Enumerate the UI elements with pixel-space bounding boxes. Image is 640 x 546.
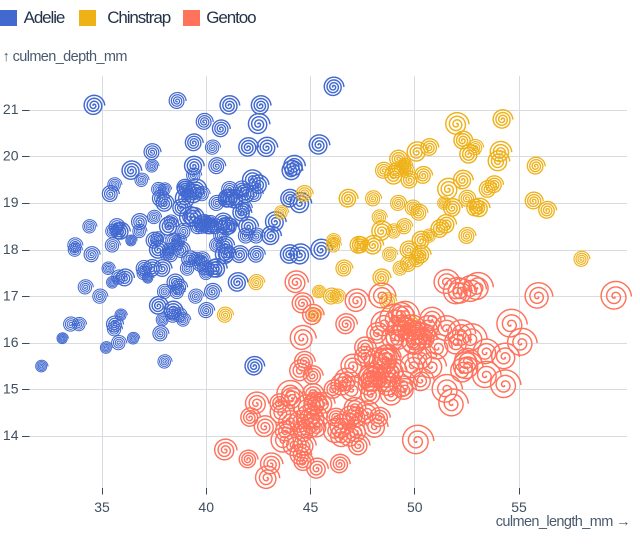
svg-text:45: 45	[303, 499, 319, 515]
svg-text:55: 55	[511, 499, 527, 515]
svg-text:20: 20	[3, 148, 19, 164]
svg-text:19: 19	[3, 194, 19, 210]
svg-text:culmen_length_mm →: culmen_length_mm →	[496, 514, 630, 530]
svg-text:16: 16	[3, 334, 19, 350]
svg-text:40: 40	[198, 499, 214, 515]
svg-text:50: 50	[407, 499, 423, 515]
svg-text:15: 15	[3, 381, 19, 397]
svg-text:↑ culmen_depth_mm: ↑ culmen_depth_mm	[3, 49, 128, 65]
svg-text:17: 17	[3, 287, 19, 303]
svg-text:35: 35	[94, 499, 110, 515]
svg-text:18: 18	[3, 241, 19, 257]
svg-text:21: 21	[3, 101, 19, 117]
svg-text:14: 14	[3, 427, 19, 443]
